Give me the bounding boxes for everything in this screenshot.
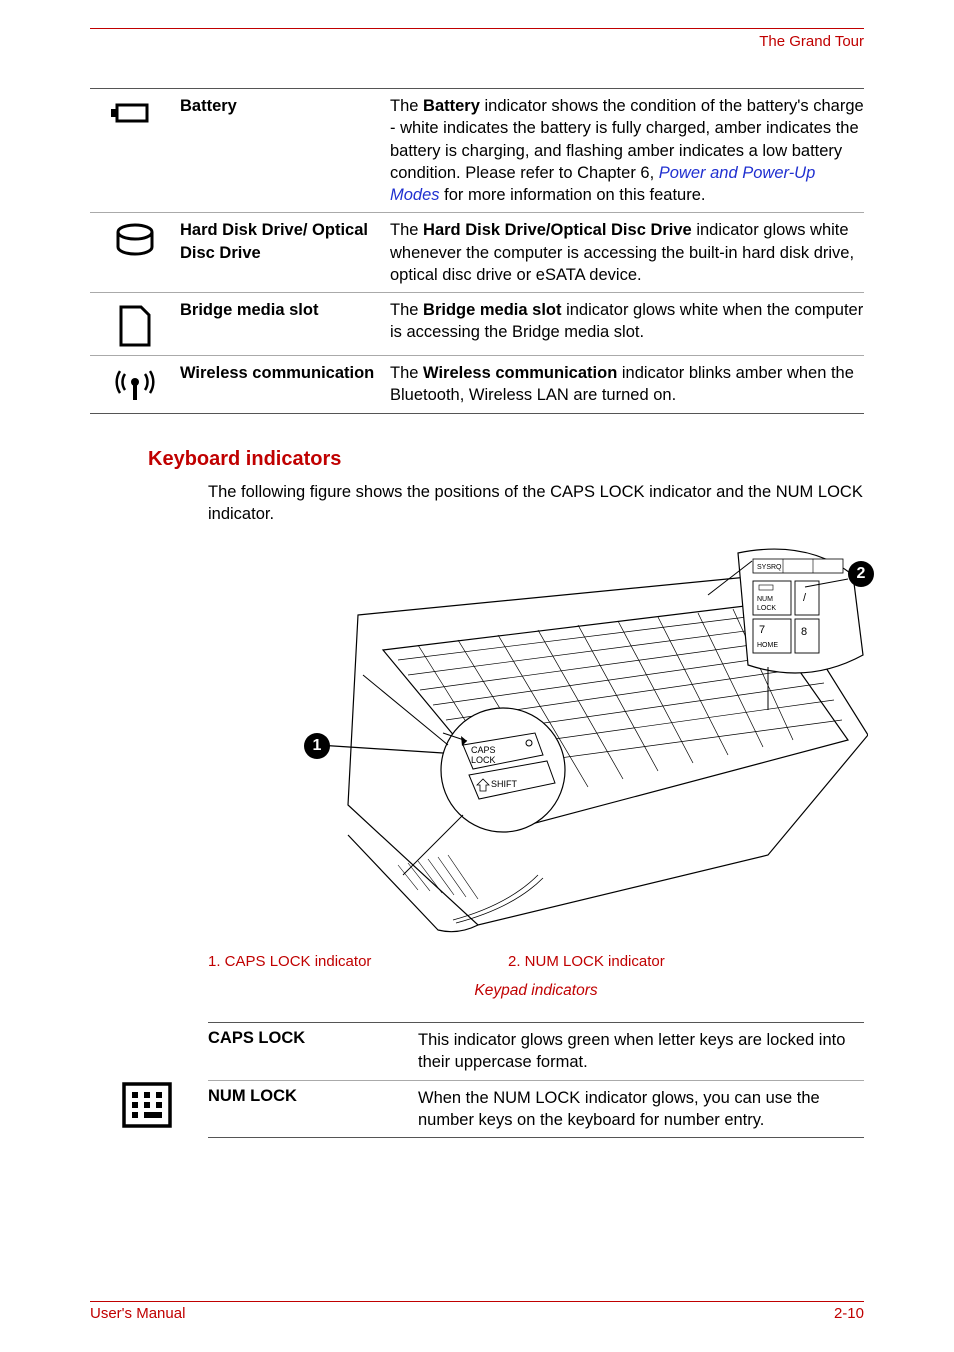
svg-text:7: 7 [759,624,765,636]
caption-num-lock: 2. NUM LOCK indicator [508,953,864,970]
keyboard-figure: CAPS LOCK SHIFT [208,545,864,935]
indicator-desc: The Battery indicator shows the conditio… [390,95,864,206]
callout-badge-1: 1 [304,733,330,759]
indicator-name: Hard Disk Drive/ Optical Disc Drive [180,219,390,264]
svg-text:HOME: HOME [757,642,778,649]
hdd-icon [90,219,180,257]
top-divider [90,28,864,29]
kbd-desc: This indicator glows green when letter k… [418,1029,864,1074]
indicator-desc: The Bridge media slot indicator glows wh… [390,299,864,344]
page-section-title: The Grand Tour [90,33,864,50]
keyboard-indicator-table: CAPS LOCK This indicator glows green whe… [208,1022,864,1138]
indicator-desc: The Wireless communication indicator bli… [390,362,864,407]
battery-icon [90,95,180,127]
indicator-row-battery: Battery The Battery indicator shows the … [90,89,864,213]
footer-right: 2-10 [834,1305,864,1322]
indicator-row-bridge: Bridge media slot The Bridge media slot … [90,293,864,356]
kbd-row-capslock: CAPS LOCK This indicator glows green whe… [208,1023,864,1081]
caption-caps-lock: 1. CAPS LOCK indicator [208,953,508,970]
kbd-name: CAPS LOCK [208,1029,418,1048]
footer-left: User's Manual [90,1305,185,1322]
svg-text:NUM: NUM [757,596,773,603]
svg-text:LOCK: LOCK [471,755,496,765]
kbd-row-numlock: NUM LOCK When the NUM LOCK indicator glo… [208,1081,864,1138]
indicator-row-hdd: Hard Disk Drive/ Optical Disc Drive The … [90,213,864,293]
svg-text:CAPS: CAPS [471,745,496,755]
indicator-row-wireless: Wireless communication The Wireless comm… [90,356,864,413]
indicator-desc: The Hard Disk Drive/Optical Disc Drive i… [390,219,864,286]
svg-text:SYSRQ: SYSRQ [757,564,782,571]
wireless-icon [90,362,180,404]
indicator-table: Battery The Battery indicator shows the … [90,88,864,414]
card-icon [90,299,180,349]
svg-text:SHIFT: SHIFT [491,779,518,789]
keyboard-intro-text: The following figure shows the positions… [208,481,864,526]
indicator-name: Wireless communication [180,362,390,384]
svg-text:LOCK: LOCK [757,605,776,612]
numlock-icon [120,1080,174,1130]
figure-title: Keypad indicators [208,982,864,1000]
indicator-name: Bridge media slot [180,299,390,321]
indicator-name: Battery [180,95,390,117]
page-footer: User's Manual 2-10 [90,1301,864,1322]
kbd-desc: When the NUM LOCK indicator glows, you c… [418,1087,864,1132]
kbd-name: NUM LOCK [208,1087,418,1106]
callout-badge-2: 2 [848,561,874,587]
figure-captions: 1. CAPS LOCK indicator 2. NUM LOCK indic… [208,953,864,970]
section-heading-keyboard: Keyboard indicators [148,448,864,471]
svg-text:8: 8 [801,626,807,638]
